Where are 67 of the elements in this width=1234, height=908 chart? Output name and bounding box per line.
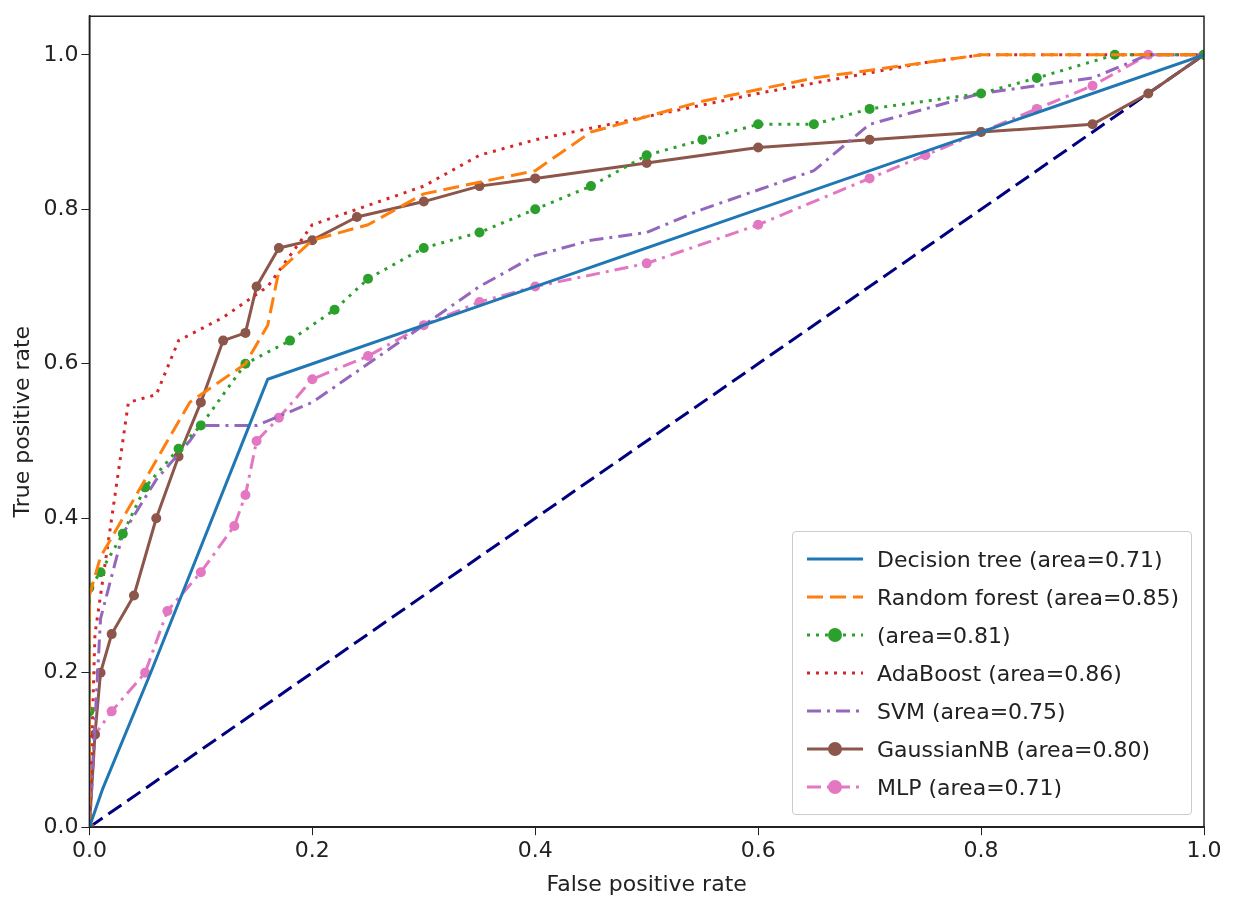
- point: [418, 196, 429, 207]
- point: [1087, 80, 1098, 91]
- point: [363, 351, 374, 362]
- point: [329, 304, 340, 315]
- point: [240, 327, 251, 338]
- point: [106, 706, 117, 717]
- x-tick-label: 0.6: [740, 837, 776, 863]
- point: [585, 181, 596, 192]
- point: [351, 212, 362, 223]
- point: [976, 88, 987, 99]
- point: [641, 258, 652, 269]
- point: [307, 374, 318, 385]
- legend-label: GaussianNB (area=0.80): [877, 736, 1151, 762]
- point: [864, 173, 875, 184]
- point: [418, 242, 429, 253]
- point: [162, 605, 173, 616]
- point: [117, 528, 128, 539]
- point: [697, 134, 708, 145]
- point: [151, 513, 162, 524]
- point: [195, 567, 206, 578]
- point: [753, 219, 764, 230]
- x-axis-title: False positive rate: [546, 870, 747, 896]
- x-tick-label: 0.8: [963, 837, 999, 863]
- point: [864, 134, 875, 145]
- x-tick-label: 0.2: [294, 837, 330, 863]
- legend-label: Random forest (area=0.85): [877, 584, 1180, 610]
- point: [1087, 119, 1098, 130]
- y-tick-label: 1.0: [43, 40, 79, 66]
- x-tick-label: 0.4: [517, 837, 553, 863]
- y-tick-label: 0.6: [43, 349, 79, 375]
- point: [195, 397, 206, 408]
- legend-label: AdaBoost (area=0.86): [877, 660, 1122, 686]
- point: [808, 119, 819, 130]
- point: [307, 235, 318, 246]
- point: [1143, 88, 1154, 99]
- point: [474, 227, 485, 238]
- point: [530, 173, 541, 184]
- point: [864, 103, 875, 114]
- point: [128, 590, 139, 601]
- x-tick-label: 1.0: [1186, 837, 1222, 863]
- point: [218, 335, 229, 346]
- point: [195, 420, 206, 431]
- y-tick-label: 0.4: [43, 503, 79, 529]
- y-tick-label: 0.0: [43, 812, 79, 838]
- point: [363, 273, 374, 284]
- point: [251, 281, 262, 292]
- point: [140, 667, 151, 678]
- point: [641, 150, 652, 161]
- y-axis-title: True positive rate: [8, 325, 34, 519]
- point: [229, 520, 240, 531]
- legend-label: (area=0.81): [877, 622, 1011, 648]
- point: [273, 242, 284, 253]
- point: [173, 443, 184, 454]
- legend-label: Decision tree (area=0.71): [877, 546, 1163, 572]
- point: [530, 204, 541, 215]
- y-tick-label: 0.2: [43, 658, 79, 684]
- point: [240, 490, 251, 501]
- point: [106, 629, 117, 640]
- x-tick-label: 0.0: [71, 837, 107, 863]
- y-tick-label: 0.8: [43, 195, 79, 221]
- point: [753, 119, 764, 130]
- legend-label: SVM (area=0.75): [877, 698, 1066, 724]
- legend-label: MLP (area=0.71): [877, 774, 1063, 800]
- point: [753, 142, 764, 153]
- point: [1031, 72, 1042, 83]
- point: [285, 335, 296, 346]
- point: [251, 436, 262, 447]
